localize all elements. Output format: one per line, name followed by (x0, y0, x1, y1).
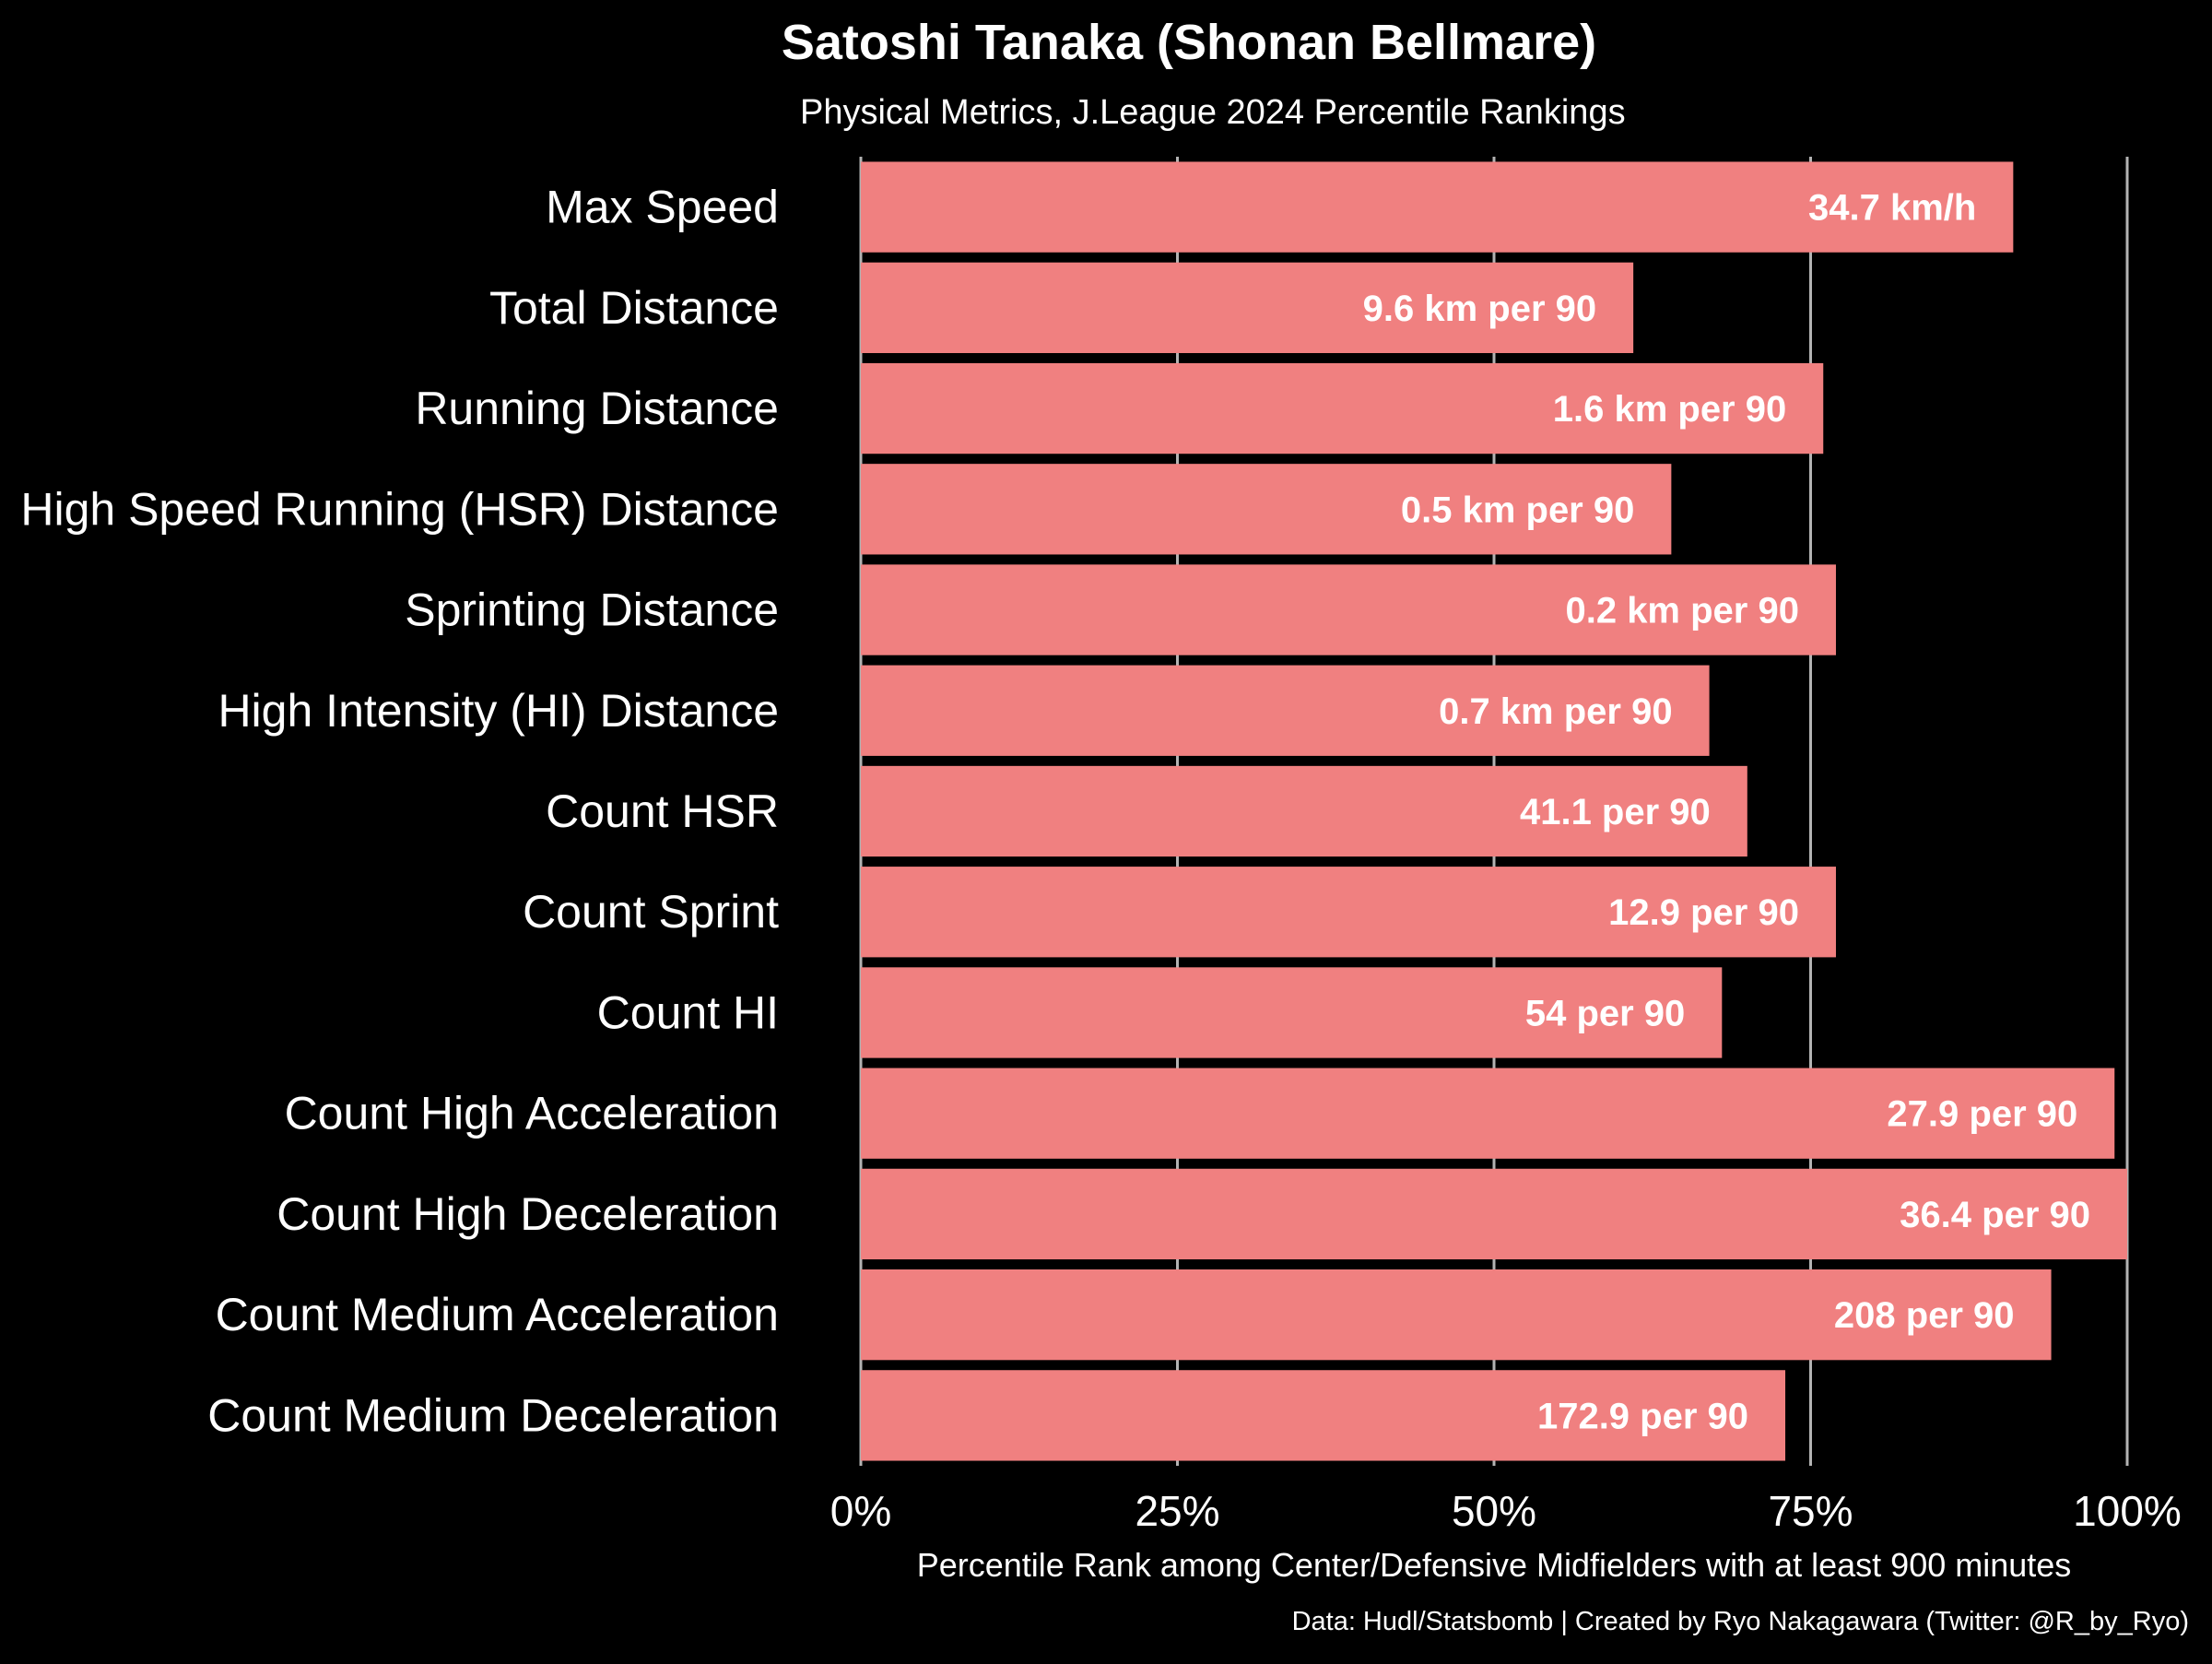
bar (861, 1068, 2115, 1159)
category-label: Sprinting Distance (405, 584, 779, 636)
value-label: 0.2 km per 90 (1565, 591, 1799, 631)
category-label: Max Speed (546, 182, 779, 233)
bar (861, 665, 1710, 756)
chart-subtitle: Physical Metrics, J.League 2024 Percenti… (800, 93, 1626, 132)
value-label: 54 per 90 (1525, 993, 1685, 1033)
bar (861, 262, 1634, 353)
value-label: 0.5 km per 90 (1401, 490, 1635, 530)
value-label: 36.4 per 90 (1900, 1195, 2090, 1235)
x-tick-label: 25% (1135, 1487, 1219, 1535)
value-labels: 34.7 km/h 9.6 km per 90 1.6 km per 90 0.5 k… (1363, 188, 2090, 1437)
bar (861, 564, 1836, 655)
category-label: Count High Deceleration (276, 1188, 779, 1240)
value-label: 1.6 km per 90 (1553, 389, 1787, 430)
bar (861, 765, 1747, 857)
bar (861, 1269, 2052, 1361)
category-label: Running Distance (415, 383, 779, 434)
value-label: 172.9 per 90 (1537, 1396, 1748, 1436)
value-label: 34.7 km/h (1808, 188, 1976, 229)
category-labels: Max Speed Total Distance Running Distance H… (20, 182, 779, 1442)
category-label: High Speed Running (HSR) Distance (20, 483, 779, 535)
value-label: 41.1 per 90 (1520, 792, 1711, 832)
bars (861, 161, 2127, 1461)
chart-title: Satoshi Tanaka (Shonan Bellmare) (782, 15, 1596, 70)
value-label: 208 per 90 (1834, 1295, 2015, 1336)
category-label: Count Sprint (523, 886, 779, 938)
x-tick-labels: 0% 25% 50% 75% 100% (830, 1487, 2182, 1535)
x-tick-label: 0% (830, 1487, 891, 1535)
category-label: High Intensity (HI) Distance (218, 685, 779, 737)
category-label: Count High Acceleration (285, 1088, 779, 1139)
bar (861, 1168, 2127, 1260)
category-label: Count Medium Deceleration (207, 1389, 779, 1441)
chart-caption: Data: Hudl/Statsbomb | Created by Ryo Na… (1292, 1607, 2189, 1636)
category-label: Count Medium Acceleration (216, 1289, 779, 1340)
x-tick-label: 100% (2073, 1487, 2182, 1535)
value-label: 27.9 per 90 (1887, 1094, 2077, 1135)
category-label: Count HSR (546, 785, 779, 837)
bar (861, 464, 1672, 555)
category-label: Total Distance (489, 282, 779, 334)
x-tick-label: 50% (1452, 1487, 1536, 1535)
x-tick-label: 75% (1768, 1487, 1853, 1535)
bar (861, 867, 1836, 958)
bar (861, 362, 1824, 454)
bar (861, 1370, 1786, 1461)
value-label: 0.7 km per 90 (1439, 691, 1673, 732)
value-label: 9.6 km per 90 (1363, 289, 1597, 329)
x-axis-label: Percentile Rank among Center/Defensive M… (917, 1546, 2072, 1584)
bar (861, 967, 1723, 1058)
category-label: Count HI (597, 986, 779, 1038)
value-label: 12.9 per 90 (1608, 892, 1799, 933)
bar (861, 161, 2014, 253)
